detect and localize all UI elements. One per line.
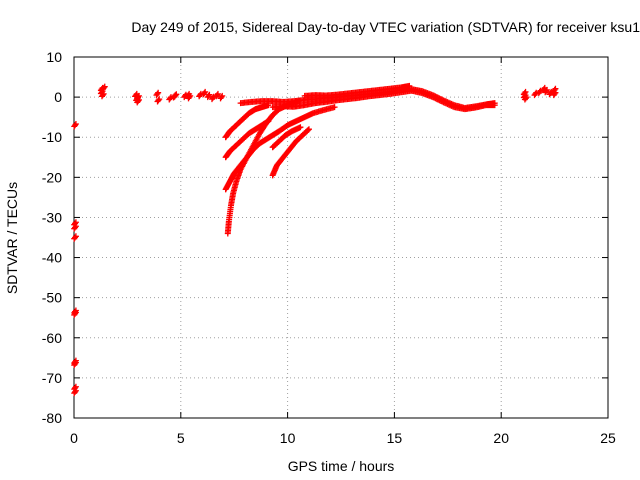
y-tick-label: -10 — [42, 129, 62, 145]
data-point — [185, 95, 192, 102]
x-tick-label: 10 — [280, 430, 296, 446]
data-point — [71, 235, 78, 242]
data-point — [490, 102, 497, 109]
data-point — [242, 156, 249, 163]
data-point — [232, 179, 239, 186]
y-tick-label: -40 — [42, 250, 62, 266]
data-point — [449, 103, 456, 110]
data-point — [278, 156, 285, 163]
data-point — [201, 90, 208, 97]
data-point — [71, 390, 78, 397]
data-point — [181, 94, 188, 101]
data-point — [433, 96, 440, 103]
data-point — [72, 360, 79, 367]
data-point — [551, 90, 558, 97]
data-point — [166, 96, 173, 103]
x-tick-label: 5 — [177, 430, 185, 446]
data-point — [536, 88, 543, 95]
data-point — [543, 88, 550, 95]
ticks — [73, 56, 609, 419]
data-points — [71, 82, 559, 397]
data-point — [72, 388, 79, 395]
data-point — [71, 311, 78, 318]
data-point — [72, 122, 79, 129]
data-point — [330, 104, 337, 111]
data-point — [196, 93, 203, 100]
data-point — [204, 94, 211, 101]
data-point — [200, 91, 207, 98]
data-point — [431, 94, 438, 101]
data-point — [531, 92, 538, 99]
data-point — [214, 92, 221, 99]
y-tick-label: 0 — [54, 89, 62, 105]
data-point — [436, 97, 443, 104]
x-tick-labels: 0 5 10 15 20 25 — [70, 430, 616, 446]
y-axis-label: SDTVAR / TECUs — [4, 182, 20, 294]
x-axis-label: GPS time / hours — [288, 458, 395, 474]
data-point — [432, 95, 439, 102]
data-point — [72, 310, 79, 317]
y-tick-label: -70 — [42, 370, 62, 386]
data-point — [229, 191, 236, 198]
data-point — [209, 94, 216, 101]
data-point — [435, 96, 442, 103]
data-point — [71, 225, 78, 232]
data-point — [167, 95, 174, 102]
y-tick-labels: 10 0 -10 -20 -30 -40 -50 -60 -70 -80 — [42, 49, 62, 426]
data-point — [546, 91, 553, 98]
y-tick-label: -30 — [42, 209, 62, 225]
data-point — [171, 93, 178, 100]
x-tick-label: 20 — [493, 430, 509, 446]
y-tick-label: -60 — [42, 330, 62, 346]
data-point — [98, 93, 105, 100]
data-point — [532, 90, 539, 97]
data-point — [154, 90, 161, 97]
data-point — [437, 98, 444, 105]
x-tick-label: 0 — [70, 430, 78, 446]
data-point — [428, 93, 435, 100]
x-tick-label: 25 — [600, 430, 616, 446]
x-tick-label: 15 — [387, 430, 403, 446]
data-point — [208, 96, 215, 103]
data-point — [296, 124, 303, 131]
data-point — [170, 94, 177, 101]
y-tick-label: -20 — [42, 169, 62, 185]
data-point — [305, 126, 312, 133]
data-point — [71, 362, 78, 369]
data-point — [304, 127, 311, 134]
data-point — [72, 234, 79, 241]
data-point — [285, 148, 292, 155]
data-point — [550, 92, 557, 99]
data-point — [282, 123, 289, 130]
data-point — [218, 94, 225, 101]
y-tick-label: -80 — [42, 410, 62, 426]
data-point — [319, 107, 326, 114]
data-point — [264, 118, 271, 125]
data-point — [71, 123, 78, 130]
data-point — [547, 90, 554, 97]
data-point — [217, 95, 224, 102]
y-tick-label: 10 — [46, 49, 62, 65]
data-point — [405, 83, 412, 90]
data-point — [154, 98, 161, 105]
data-point — [417, 89, 424, 96]
data-point — [521, 96, 528, 103]
plot-frame — [73, 56, 609, 419]
data-point — [439, 98, 446, 105]
data-point — [213, 93, 220, 100]
data-point — [153, 92, 160, 99]
grid — [74, 57, 608, 418]
data-point — [542, 89, 549, 96]
data-point — [205, 92, 212, 99]
data-point — [72, 224, 79, 231]
data-point — [236, 164, 243, 171]
data-point — [197, 92, 204, 99]
data-point — [100, 86, 107, 93]
data-point — [155, 97, 162, 104]
y-tick-label: -50 — [42, 290, 62, 306]
data-point — [134, 95, 141, 102]
data-point — [535, 90, 542, 97]
chart-title: Day 249 of 2015, Sidereal Day-to-day VTE… — [131, 19, 640, 35]
